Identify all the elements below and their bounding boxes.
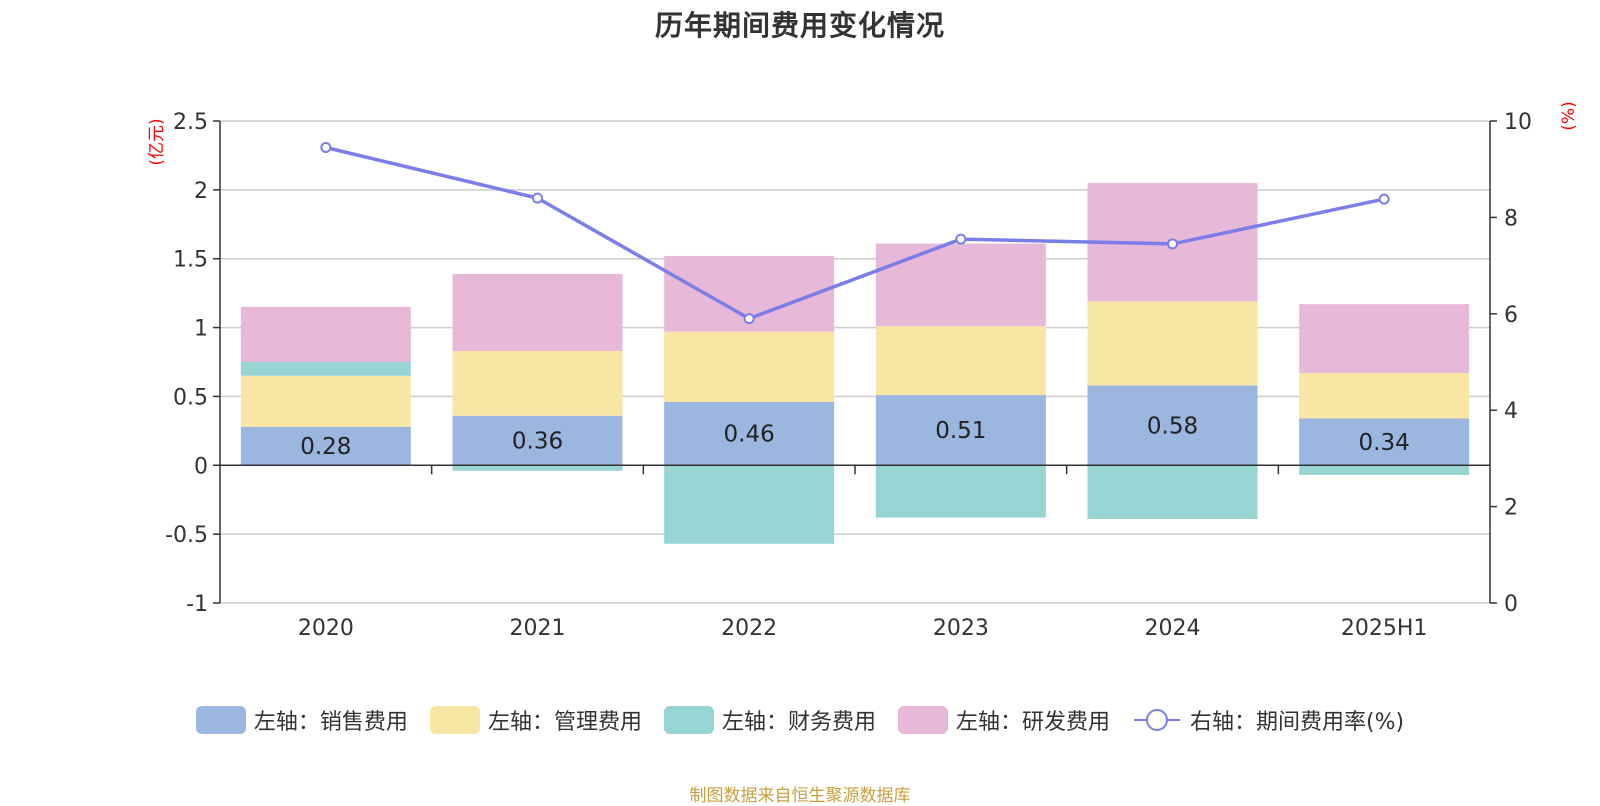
legend-label: 左轴：研发费用 [955, 710, 1110, 735]
rate-point [532, 192, 543, 204]
left-axis-tick-label: 2.5 [173, 110, 208, 135]
bar [1299, 418, 1470, 466]
bar [1087, 385, 1258, 466]
right-axis-unit: (%) [1559, 101, 1579, 130]
line-series [320, 142, 1390, 325]
bar-data-label: 0.51 [935, 418, 986, 444]
left-axis-tick-label: -0.5 [165, 523, 208, 548]
left-axis-unit: (亿元) [147, 118, 167, 165]
x-axis-tick-label: 2020 [298, 616, 354, 641]
bar [664, 331, 835, 402]
bar [875, 243, 1046, 327]
bar [240, 362, 411, 376]
right-axis-tick-label: 8 [1504, 206, 1518, 231]
bar [452, 273, 623, 351]
bar [240, 426, 411, 466]
legend-item[interactable]: 左轴：管理费用 [429, 704, 642, 736]
right-axis-tick-label: 4 [1504, 399, 1518, 424]
legend-label: 左轴：销售费用 [253, 710, 408, 735]
left-axis-tick-label: 1.5 [173, 248, 208, 273]
right-axis-tick-label: 10 [1504, 110, 1532, 135]
legend-swatch [429, 706, 480, 734]
bar [452, 350, 623, 416]
right-axis-tick-label: 2 [1504, 496, 1518, 521]
x-axis-tick-label: 2022 [721, 616, 777, 641]
bar-data-label: 0.36 [512, 428, 563, 454]
bar [1299, 304, 1470, 374]
rate-point [955, 233, 967, 245]
x-axis-tick-label: 2024 [1145, 616, 1201, 641]
grid-lines [220, 120, 1490, 604]
legend-item[interactable]: 左轴：财务费用 [663, 704, 876, 736]
bar [664, 465, 835, 544]
legend-swatch [195, 706, 246, 734]
left-axis-tick-label: 2 [194, 179, 208, 204]
bar [1087, 465, 1258, 519]
bar [1087, 301, 1258, 386]
rate-point [320, 142, 332, 154]
left-axis-tick-label: 0 [194, 454, 208, 479]
legend-label: 左轴：管理费用 [487, 710, 642, 735]
bar [240, 375, 411, 427]
bar [875, 326, 1046, 396]
bar-data-label: 0.34 [1359, 430, 1410, 456]
rate-point [1167, 238, 1178, 250]
bar-series [240, 182, 1470, 544]
rate-line [325, 145, 1385, 321]
legend-label: 右轴：期间费用率(%) [1189, 710, 1405, 735]
bar [875, 395, 1046, 466]
legend-swatch [897, 706, 948, 734]
x-axis-tick-label: 2021 [510, 616, 566, 641]
x-axis-tick-label: 2023 [933, 616, 989, 641]
right-axis-tick-label: 6 [1504, 303, 1518, 328]
legend-item[interactable]: 右轴：期间费用率(%) [1132, 704, 1404, 736]
left-axis-tick-label: 1 [194, 317, 208, 342]
bar [452, 415, 623, 466]
legend: 左轴：销售费用 左轴：管理费用 左轴：财务费用 左轴：研发费用 右轴：期间费用率(%) [0, 704, 1600, 736]
bar [1299, 373, 1470, 419]
bar [1299, 465, 1470, 475]
data-labels: 0.28 0.36 0.46 0.51 0.58 0.34 [300, 413, 1410, 460]
legend-item[interactable]: 左轴：销售费用 [195, 704, 408, 736]
bar-data-label: 0.58 [1147, 413, 1198, 439]
rate-point [1378, 193, 1390, 205]
legend-line-icon [1133, 709, 1180, 731]
right-axis-tick-label: 0 [1504, 592, 1518, 617]
bar [452, 465, 623, 471]
legend-item[interactable]: 左轴：研发费用 [897, 704, 1110, 736]
source-note: 制图数据来自恒生聚源数据库 [689, 786, 911, 806]
bar-data-label: 0.46 [724, 422, 775, 448]
bar [664, 401, 835, 466]
rate-point [743, 313, 755, 325]
bar [875, 465, 1046, 518]
legend-label: 左轴：财务费用 [721, 710, 876, 735]
chart-title: 历年期间费用变化情况 [654, 9, 945, 42]
x-axis-tick-label: 2025H1 [1341, 616, 1428, 641]
bar [240, 306, 411, 362]
left-axis-tick-label: 0.5 [173, 385, 208, 410]
legend-swatch [663, 706, 714, 734]
left-axis-tick-label: -1 [186, 592, 208, 617]
bar-data-label: 0.28 [300, 434, 351, 460]
